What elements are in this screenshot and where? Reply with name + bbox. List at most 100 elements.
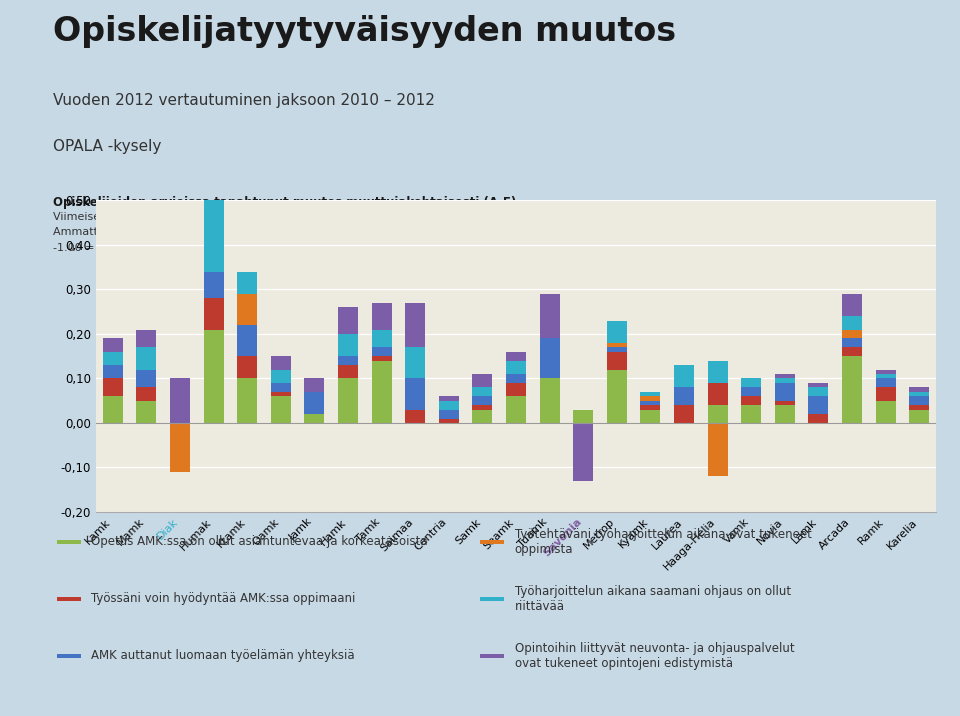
Bar xyxy=(506,361,526,374)
Text: Ammattikorkeakoulujen järjestys (1-25) on summaindeksin (A-F, 2012) mukainen jär: Ammattikorkeakoulujen järjestys (1-25) o… xyxy=(53,227,562,237)
Bar xyxy=(405,379,425,410)
Bar xyxy=(103,339,123,352)
Bar xyxy=(480,540,504,544)
Bar xyxy=(540,294,560,339)
Bar xyxy=(204,200,224,271)
Bar xyxy=(472,410,492,423)
Bar xyxy=(876,379,896,387)
Bar xyxy=(808,387,828,396)
Bar xyxy=(338,365,358,379)
Bar xyxy=(909,396,929,405)
Text: Työharjoittelun aikana saamani ohjaus on ollut
riittävää: Työharjoittelun aikana saamani ohjaus on… xyxy=(515,585,791,613)
Bar xyxy=(607,343,627,347)
Bar xyxy=(708,423,728,476)
Bar xyxy=(674,365,694,387)
Bar xyxy=(640,410,660,423)
Bar xyxy=(506,383,526,396)
Bar xyxy=(304,414,324,423)
Bar xyxy=(271,392,291,396)
Bar xyxy=(204,299,224,329)
Bar xyxy=(876,374,896,379)
Bar xyxy=(103,396,123,423)
Bar xyxy=(741,379,761,387)
Bar xyxy=(204,160,224,200)
Bar xyxy=(607,369,627,423)
Text: OPALA -kysely: OPALA -kysely xyxy=(53,139,161,154)
Bar xyxy=(271,383,291,392)
Bar xyxy=(103,365,123,379)
Text: Opintoihin liittyvät neuvonta- ja ohjauspalvelut
ovat tukeneet opintojeni edisty: Opintoihin liittyvät neuvonta- ja ohjaus… xyxy=(515,642,794,669)
Text: Työssäni voin hyödyntää AMK:ssa oppimaani: Työssäni voin hyödyntää AMK:ssa oppimaan… xyxy=(91,592,355,605)
Bar xyxy=(405,347,425,379)
Text: AMK auttanut luomaan työelämän yhteyksiä: AMK auttanut luomaan työelämän yhteyksiä xyxy=(91,649,355,662)
Text: Vuoden 2012 vertautuminen jaksoon 2010 – 2012: Vuoden 2012 vertautuminen jaksoon 2010 –… xyxy=(53,93,435,108)
Bar xyxy=(136,401,156,423)
Bar xyxy=(480,596,504,601)
Bar xyxy=(439,410,459,418)
Bar xyxy=(136,329,156,347)
Bar xyxy=(909,387,929,392)
Bar xyxy=(271,356,291,369)
Bar xyxy=(237,325,257,356)
Bar xyxy=(405,303,425,347)
Bar xyxy=(304,379,324,392)
Bar xyxy=(674,387,694,405)
Text: Viimeisen vuoden (2012) indeksin vertautuminen vuosien 2010-2012 keskiarvoon.: Viimeisen vuoden (2012) indeksin vertaut… xyxy=(53,212,515,222)
Bar xyxy=(540,379,560,423)
Bar xyxy=(204,271,224,299)
Text: Opiskelijoiden arvioissa tapahtunut muutos muuttujakohtaisesti (A-F): Opiskelijoiden arvioissa tapahtunut muut… xyxy=(53,196,516,209)
Bar xyxy=(540,339,560,379)
Bar xyxy=(136,387,156,401)
Bar xyxy=(741,405,761,423)
Bar xyxy=(842,339,862,347)
Bar xyxy=(204,329,224,423)
Bar xyxy=(372,347,392,356)
Bar xyxy=(842,329,862,339)
Bar xyxy=(607,321,627,343)
Bar xyxy=(842,356,862,423)
Bar xyxy=(741,387,761,396)
Bar xyxy=(237,271,257,294)
Bar xyxy=(57,654,81,658)
Bar xyxy=(640,392,660,396)
Bar xyxy=(573,423,593,481)
Text: -1.00 = kaikki vastaajat osittain tai täysin eri mieltä, 1.00 = kaikki vastaajat: -1.00 = kaikki vastaajat osittain tai tä… xyxy=(53,243,658,253)
Bar xyxy=(170,379,190,423)
Bar xyxy=(405,410,425,423)
Bar xyxy=(808,383,828,387)
Bar xyxy=(775,383,795,401)
Bar xyxy=(237,356,257,379)
Bar xyxy=(439,401,459,410)
Bar xyxy=(640,396,660,401)
Bar xyxy=(472,396,492,405)
Bar xyxy=(506,352,526,361)
Bar xyxy=(372,361,392,423)
Bar xyxy=(842,294,862,316)
Bar xyxy=(876,387,896,401)
Bar xyxy=(372,329,392,347)
Bar xyxy=(909,392,929,396)
Bar xyxy=(708,361,728,383)
Bar xyxy=(136,347,156,369)
Bar xyxy=(674,405,694,423)
Bar xyxy=(304,392,324,414)
Bar xyxy=(57,540,81,544)
Bar xyxy=(708,405,728,423)
Bar xyxy=(271,369,291,383)
Bar xyxy=(103,352,123,365)
Bar xyxy=(775,379,795,383)
Bar xyxy=(480,654,504,658)
Bar xyxy=(372,356,392,361)
Bar xyxy=(439,418,459,423)
Bar xyxy=(842,316,862,329)
Bar xyxy=(909,405,929,410)
Bar xyxy=(237,379,257,423)
Bar xyxy=(338,356,358,365)
Bar xyxy=(472,374,492,387)
Bar xyxy=(338,334,358,356)
Text: Opiskelijatyytyväisyyden muutos: Opiskelijatyytyväisyyden muutos xyxy=(53,16,676,49)
Bar xyxy=(103,379,123,396)
Bar xyxy=(573,410,593,423)
Bar xyxy=(136,369,156,387)
Bar xyxy=(170,423,190,472)
